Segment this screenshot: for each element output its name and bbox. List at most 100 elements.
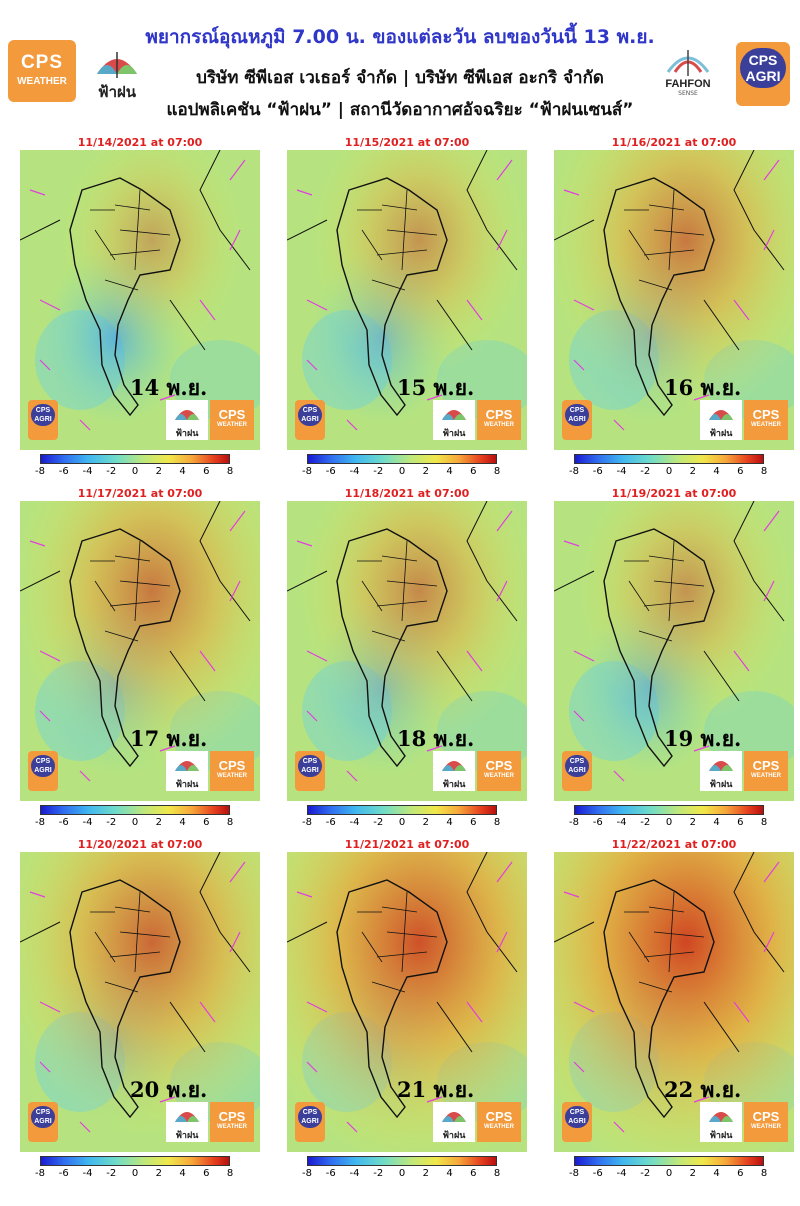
forecast-date: 11/16/2021 at 07:00 — [611, 136, 737, 149]
cps-weather-logo: CPS WEATHER — [8, 40, 76, 102]
forecast-panel: 11/19/2021 at 07:00 — [554, 487, 794, 828]
umbrella-icon — [709, 1112, 733, 1122]
colorbar-tick-label: -4 — [82, 817, 93, 828]
day-label: 17 พ.ย. — [130, 726, 208, 751]
cps-weather-logo: CPS WEATHER — [744, 400, 788, 440]
colorbar-tick-label: -4 — [349, 817, 360, 828]
colorbar: -8 -6 -4 -2 0 2 4 6 8 — [302, 454, 501, 478]
colorbar-tick-label: 2 — [689, 1168, 696, 1179]
colorbar-tick-label: 6 — [470, 466, 477, 477]
colorbar-tick-label: 0 — [131, 817, 139, 828]
country-border — [336, 528, 448, 768]
colorbar-tick-label: 0 — [398, 466, 406, 477]
temperature-map: 20 พ.ย. CPS AGRI ฟ้าฝน CPS WEATHER — [20, 852, 260, 1152]
fahfon-logo: ฟ้าฝน — [433, 751, 475, 791]
colorbar-tick-label: -4 — [349, 1168, 360, 1179]
panel-logos: CPS AGRI ฟ้าฝน CPS WEATHER — [20, 1102, 260, 1150]
colorbar-tick-label: 4 — [713, 1168, 720, 1179]
forecast-panel: 11/22/2021 at 07:00 — [554, 838, 794, 1179]
colorbar-tick-label: -4 — [616, 1168, 627, 1179]
colorbar-ticks: -8 -6 -4 -2 0 2 4 6 8 — [302, 1166, 500, 1180]
temperature-map: 16 พ.ย. CPS AGRI ฟ้าฝน CPS WEATHER — [554, 150, 794, 450]
colorbar-tick-label: 4 — [713, 466, 720, 477]
colorbar-tick-label: 0 — [665, 817, 673, 828]
colorbar-gradient — [40, 1156, 230, 1166]
day-label: 14 พ.ย. — [130, 375, 208, 400]
colorbar-tick-label: 8 — [760, 817, 768, 828]
forecast-panel: 11/17/2021 at 07:00 — [20, 487, 260, 829]
cps-weather-logo: CPS WEATHER — [477, 400, 521, 440]
forecast-date: 11/22/2021 at 07:00 — [611, 838, 737, 851]
colorbar-tick-label: -8 — [35, 817, 45, 828]
colorbar-ticks: -8 -6 -4 -2 0 2 4 6 8 — [302, 815, 500, 829]
colorbar-tick-label: -6 — [325, 817, 336, 828]
umbrella-icon — [97, 52, 137, 78]
umbrella-icon — [175, 410, 199, 420]
forecast-date: 11/15/2021 at 07:00 — [344, 136, 470, 149]
cps-weather-logo: CPS WEATHER — [744, 1102, 788, 1142]
temperature-map: 22 พ.ย. CPS AGRI ฟ้าฝน CPS WEATHER — [554, 852, 794, 1152]
colorbar: -8 -6 -4 -2 0 2 4 6 8 — [35, 805, 234, 829]
colorbar-tick-label: -8 — [302, 1168, 312, 1179]
colorbar-tick-label: -8 — [35, 1168, 45, 1179]
forecast-date: 11/14/2021 at 07:00 — [77, 136, 203, 149]
temperature-map: 15 พ.ย. CPS AGRI ฟ้าฝน CPS WEATHER — [287, 150, 527, 450]
colorbar-ticks: -8 -6 -4 -2 0 2 4 6 8 — [569, 464, 768, 478]
country-border — [603, 177, 715, 417]
country-border — [603, 879, 715, 1119]
colorbar-tick-label: -6 — [325, 466, 336, 477]
colorbar-tick-label: -8 — [302, 466, 312, 477]
page-title: พยากรณ์อุณหภูมิ 7.00 น. ของแต่ละวัน ลบขอ… — [145, 26, 655, 48]
colorbar-tick-label: 6 — [203, 817, 210, 828]
panel-logos: CPS AGRI ฟ้าฝน CPS WEATHER — [554, 400, 794, 448]
colorbar-tick-label: 8 — [493, 466, 501, 477]
colorbar-ticks: -8 -6 -4 -2 0 2 4 6 8 — [302, 464, 501, 478]
day-label: 21 พ.ย. — [397, 1077, 475, 1102]
colorbar-tick-label: 0 — [665, 1168, 673, 1179]
day-label: 22 พ.ย. — [664, 1077, 742, 1102]
colorbar-tick-label: 6 — [737, 817, 744, 828]
temperature-map: 19 พ.ย. CPS AGRI ฟ้าฝน CPS WEATHER — [554, 501, 794, 801]
colorbar-tick-label: 8 — [226, 466, 234, 477]
day-label: 15 พ.ย. — [397, 375, 475, 400]
panel-logos: CPS AGRI ฟ้าฝน CPS WEATHER — [554, 1102, 794, 1150]
colorbar-tick-label: 4 — [446, 466, 453, 477]
panel-logos: CPS AGRI ฟ้าฝน CPS WEATHER — [287, 400, 527, 448]
colorbar-tick-label: -4 — [82, 1168, 93, 1179]
colorbar-ticks: -8 -6 -4 -2 0 2 4 6 8 — [35, 1166, 233, 1180]
colorbar-tick-label: 4 — [446, 1168, 453, 1179]
fahfon-logo: ฟ้าฝน — [700, 751, 742, 791]
colorbar-tick-label: 8 — [760, 466, 768, 477]
colorbar-gradient — [40, 454, 230, 464]
wind-arrows — [563, 510, 780, 782]
colorbar-tick-label: 0 — [665, 466, 673, 477]
umbrella-icon — [442, 761, 466, 771]
colorbar-tick-label: 2 — [155, 466, 162, 477]
forecast-panel: 11/20/2021 at 07:00 — [20, 838, 260, 1180]
cps-agri-logo: CPS AGRI — [295, 1102, 325, 1142]
colorbar-tick-label: -4 — [349, 466, 360, 477]
day-label: 20 พ.ย. — [130, 1077, 208, 1102]
panel-logos: CPS AGRI ฟ้าฝน CPS WEATHER — [287, 751, 527, 799]
cps-weather-logo: CPS WEATHER — [210, 751, 254, 791]
forecast-panel: 11/16/2021 at 07:00 — [554, 136, 794, 478]
colorbar-tick-label: 8 — [226, 817, 234, 828]
colorbar-tick-label: -4 — [616, 817, 627, 828]
colorbar-tick-label: -8 — [302, 817, 312, 828]
country-border — [336, 879, 448, 1119]
cps-agri-logo: CPS AGRI — [736, 42, 790, 106]
panel-logos: CPS AGRI ฟ้าฝน CPS WEATHER — [287, 1102, 527, 1150]
cps-agri-logo: CPS AGRI — [28, 1102, 58, 1142]
colorbar-ticks: -8 -6 -4 -2 0 2 4 6 8 — [35, 464, 234, 478]
colorbar: -8 -6 -4 -2 0 2 4 6 8 — [35, 454, 234, 478]
country-border — [69, 177, 181, 417]
colorbar-gradient — [574, 805, 764, 815]
wind-arrows — [563, 861, 780, 1133]
umbrella-icon — [666, 50, 710, 76]
colorbar-tick-label: -6 — [325, 1168, 336, 1179]
umbrella-icon — [442, 1112, 466, 1122]
colorbar-tick-label: -8 — [569, 466, 579, 477]
colorbar-tick-label: 6 — [737, 466, 744, 477]
colorbar-tick-label: -4 — [82, 466, 93, 477]
cps-weather-logo: CPS WEATHER — [477, 1102, 521, 1142]
